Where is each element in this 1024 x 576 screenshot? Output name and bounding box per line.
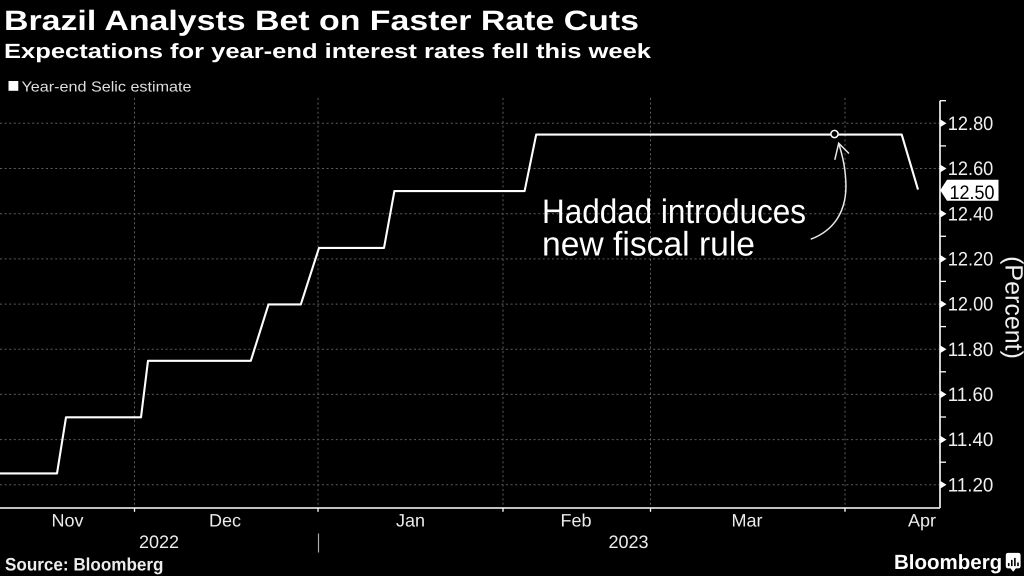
svg-text:12.00: 12.00 [948, 294, 994, 316]
svg-text:Expectations for year-end inte: Expectations for year-end interest rates… [4, 40, 652, 63]
svg-text:Bloomberg: Bloomberg [894, 551, 1002, 574]
svg-text:Feb: Feb [560, 511, 591, 531]
svg-text:(Percent): (Percent) [1000, 256, 1024, 359]
svg-text:Source: Bloomberg: Source: Bloomberg [5, 555, 164, 575]
svg-text:Haddad introduces: Haddad introduces [542, 193, 806, 231]
svg-text:2023: 2023 [608, 532, 648, 552]
svg-text:12.80: 12.80 [948, 113, 994, 135]
svg-text:Mar: Mar [732, 511, 763, 531]
svg-text:11.80: 11.80 [948, 339, 994, 361]
svg-text:Brazil Analysts Bet on Faster: Brazil Analysts Bet on Faster Rate Cuts [4, 5, 639, 36]
svg-text:11.60: 11.60 [948, 384, 994, 406]
svg-text:Dec: Dec [209, 511, 241, 531]
svg-text:Nov: Nov [51, 511, 83, 531]
svg-text:12.40: 12.40 [948, 203, 994, 225]
svg-text:2022: 2022 [139, 532, 179, 552]
svg-text:12.60: 12.60 [948, 158, 994, 180]
svg-text:11.40: 11.40 [948, 429, 994, 451]
svg-text:12.20: 12.20 [948, 249, 994, 271]
svg-text:11.20: 11.20 [948, 474, 994, 496]
svg-text:new fiscal rule: new fiscal rule [542, 226, 755, 264]
svg-text:12.50: 12.50 [950, 182, 995, 204]
svg-text:Apr: Apr [908, 511, 936, 531]
svg-text:Year-end Selic estimate: Year-end Selic estimate [22, 80, 192, 96]
svg-text:Jan: Jan [396, 511, 425, 531]
